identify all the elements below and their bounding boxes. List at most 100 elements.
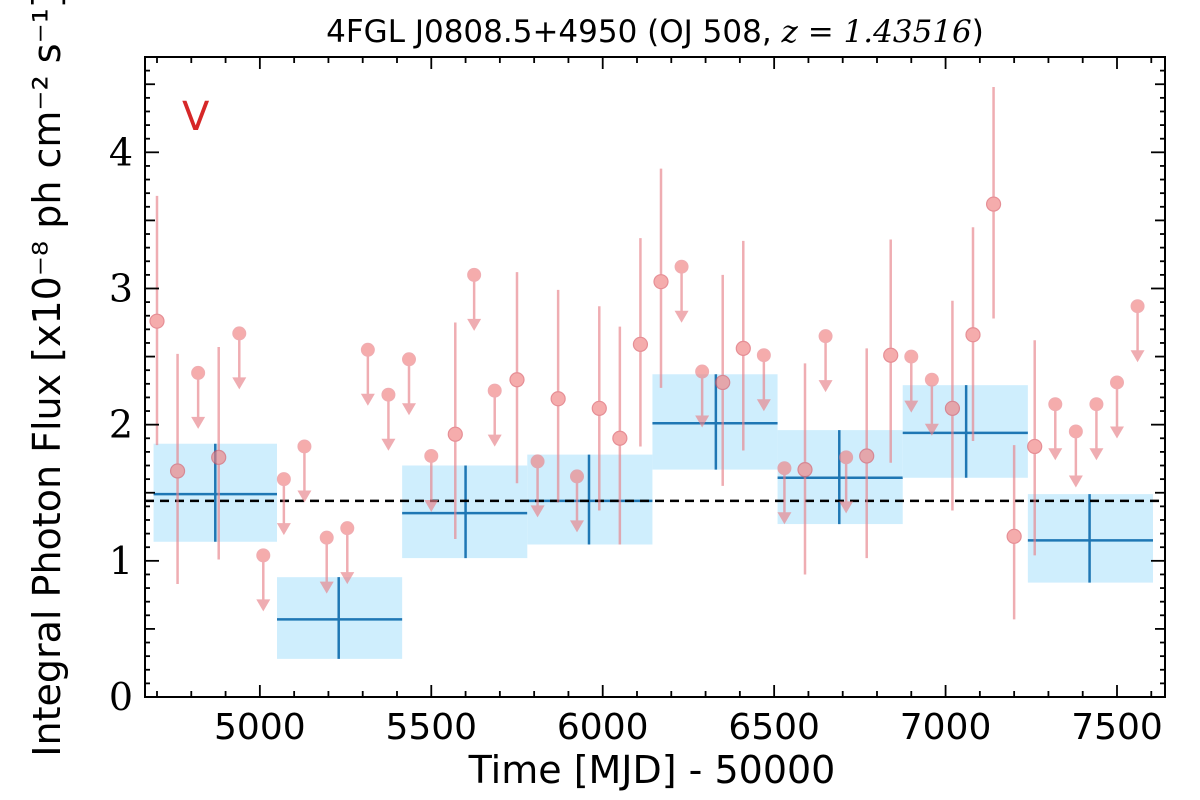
upper-limit-marker-22 [924, 372, 939, 387]
x-tick-label: 6500 [728, 707, 820, 748]
upper-limit-marker-24 [1068, 424, 1083, 439]
upper-limit-marker-20 [818, 329, 833, 344]
band-label: V [182, 94, 210, 140]
upper-limit-1 [232, 326, 247, 390]
detection-marker-16 [965, 327, 981, 343]
upper-limit-marker-5 [319, 530, 334, 545]
x-tick-label: 5500 [385, 707, 477, 748]
detection-marker-1 [169, 463, 186, 479]
upper-limit-marker-10 [424, 448, 439, 463]
upper-limit-25 [1089, 397, 1104, 461]
upper-limit-arrow-1 [232, 377, 247, 390]
upper-limit-marker-13 [530, 454, 545, 469]
upper-limit-arrow-5 [319, 581, 334, 594]
upper-limit-arrow-16 [695, 415, 710, 428]
upper-limit-arrow-26 [1110, 426, 1124, 439]
upper-limit-20 [818, 329, 833, 393]
detection-18 [1006, 445, 1022, 620]
detection-12 [797, 363, 813, 575]
upper-limit-3 [276, 472, 291, 536]
upper-limit-2 [256, 548, 271, 612]
upper-limit-8 [381, 387, 396, 451]
upper-limit-marker-25 [1089, 397, 1104, 412]
y-tick-label: 1 [109, 539, 133, 583]
detection-17 [985, 86, 1002, 319]
detection-marker-19 [1027, 438, 1043, 455]
x-tick-label: 6000 [557, 707, 649, 748]
detection-marker-15 [944, 400, 961, 416]
upper-limit-arrow-27 [1130, 350, 1145, 363]
upper-limit-marker-27 [1130, 299, 1145, 314]
upper-limit-marker-17 [756, 348, 771, 363]
upper-limits [191, 259, 1145, 612]
detection-11 [735, 240, 751, 451]
detection-marker-7 [612, 430, 628, 446]
upper-limit-marker-23 [1048, 397, 1063, 412]
y-tick-label: 0 [109, 675, 133, 719]
x-tick-label: 7000 [900, 707, 992, 748]
detection-marker-6 [591, 400, 607, 416]
detection-3 [447, 322, 463, 540]
upper-limit-26 [1110, 375, 1124, 439]
upper-limit-7 [360, 342, 375, 406]
binned-light-curve [153, 374, 1153, 659]
upper-limit-arrow-17 [756, 399, 771, 412]
upper-limit-marker-15 [674, 259, 689, 274]
upper-limit-marker-7 [360, 342, 375, 357]
detection-16 [965, 227, 981, 441]
detection-marker-2 [211, 449, 227, 465]
detection-marker-0 [149, 313, 165, 329]
upper-limit-22 [924, 372, 939, 436]
upper-limit-marker-26 [1110, 375, 1124, 390]
plot-frame [144, 56, 1166, 698]
upper-limit-23 [1048, 397, 1063, 461]
detection-6 [591, 306, 607, 511]
upper-limit-marker-0 [191, 365, 206, 380]
detection-marker-8 [632, 336, 649, 352]
detection-marker-3 [447, 426, 463, 442]
upper-limit-12 [487, 383, 502, 447]
upper-limit-arrow-7 [360, 393, 375, 406]
detection-4 [509, 272, 525, 484]
detection-13 [859, 348, 875, 559]
upper-limit-marker-4 [297, 439, 312, 454]
x-axis-label: Time [MJD] - 50000 [468, 748, 836, 792]
upper-limit-15 [674, 259, 689, 323]
upper-limit-marker-1 [232, 326, 247, 341]
upper-limit-arrow-25 [1089, 448, 1104, 461]
detection-19 [1027, 340, 1043, 556]
detection-marker-4 [509, 372, 525, 388]
upper-limit-marker-21 [904, 349, 919, 364]
upper-limit-arrow-24 [1068, 475, 1083, 488]
upper-limit-16 [695, 364, 710, 428]
upper-limit-arrow-19 [839, 501, 854, 514]
upper-limit-arrow-15 [674, 310, 689, 323]
detection-marker-10 [715, 374, 731, 391]
upper-limit-marker-18 [777, 461, 792, 476]
detection-5 [550, 289, 566, 503]
upper-limit-arrow-14 [570, 520, 584, 533]
upper-limit-27 [1130, 299, 1145, 363]
detection-10 [715, 274, 731, 486]
upper-limit-marker-16 [695, 364, 710, 379]
upper-limit-19 [839, 450, 854, 514]
detection-14 [883, 239, 899, 463]
detections [149, 86, 1043, 620]
upper-limit-arrow-22 [924, 423, 939, 436]
y-axis-label: Integral Photon Flux [x10⁻⁸ ph cm⁻² s⁻¹] [25, 0, 69, 757]
upper-limit-11 [467, 267, 482, 331]
upper-limit-marker-14 [570, 469, 584, 484]
y-tick-label: 3 [109, 266, 133, 310]
detection-1 [169, 353, 186, 584]
detection-marker-12 [797, 461, 813, 478]
detection-9 [653, 168, 669, 388]
upper-limit-marker-12 [487, 383, 502, 398]
detection-marker-18 [1006, 528, 1022, 544]
upper-limit-arrow-11 [467, 318, 482, 331]
detection-marker-11 [735, 340, 751, 357]
upper-limit-arrow-12 [487, 434, 502, 447]
upper-limit-marker-6 [340, 521, 355, 536]
detection-2 [211, 347, 227, 560]
upper-limit-marker-8 [381, 387, 396, 402]
